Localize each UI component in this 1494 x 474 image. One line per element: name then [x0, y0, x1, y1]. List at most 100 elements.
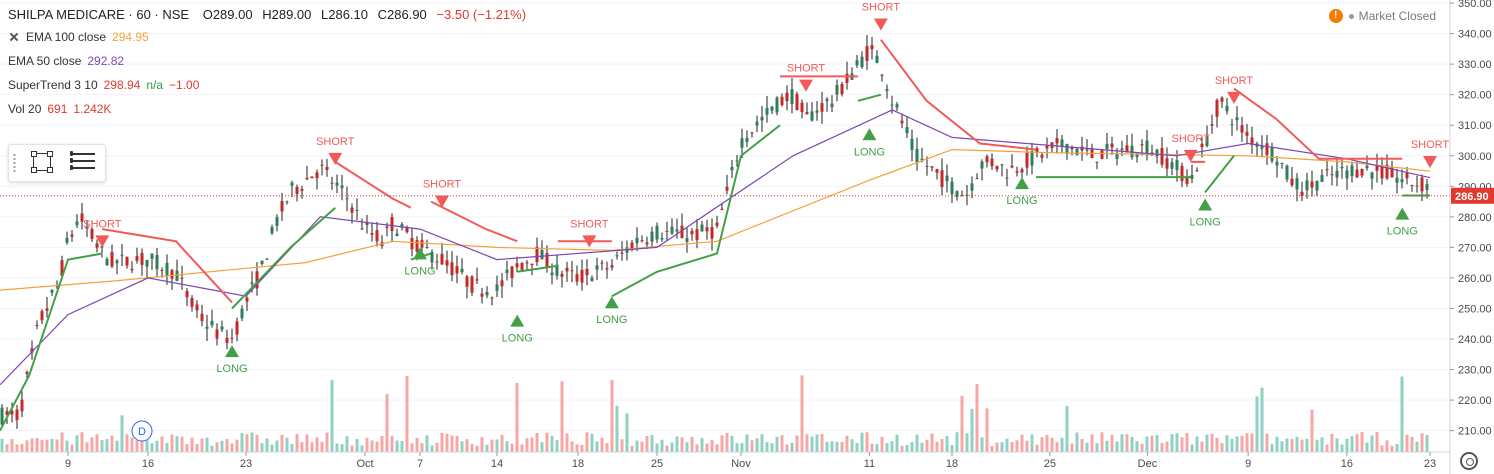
candle-body	[205, 326, 209, 329]
rectangle-tool-icon[interactable]	[31, 151, 53, 173]
candle-body	[460, 268, 464, 273]
indicator-value: 294.95	[112, 30, 149, 44]
volume-bar	[295, 433, 299, 452]
candle-body	[890, 104, 894, 106]
supertrend-up-line	[611, 124, 781, 298]
candle-body	[630, 242, 634, 251]
volume-bar	[480, 437, 484, 452]
time-tick-label: 25	[651, 458, 663, 470]
gear-icon[interactable]	[1460, 452, 1478, 470]
volume-bar	[940, 439, 944, 452]
candle-body	[300, 189, 304, 191]
volume-bar	[880, 436, 884, 452]
volume-bar	[450, 435, 454, 452]
indicator-ema100[interactable]: EMA 100 close 294.95	[8, 25, 532, 49]
candle-body	[40, 311, 44, 321]
candle-body	[1365, 165, 1369, 169]
volume-bar	[1280, 441, 1284, 452]
candle-body	[1200, 143, 1204, 148]
candle-body	[875, 55, 879, 64]
candle-body	[185, 290, 189, 298]
volume-bar	[485, 444, 489, 452]
settings-lines-icon[interactable]	[70, 151, 95, 171]
collapse-icon[interactable]	[8, 31, 20, 43]
indicator-ema50[interactable]: EMA 50 close 292.82	[8, 49, 532, 73]
candle-body	[15, 409, 19, 421]
volume-bar	[430, 445, 434, 452]
long-signal-marker	[1198, 198, 1213, 211]
candle-body	[135, 256, 139, 261]
candle-body	[1175, 160, 1179, 171]
market-status[interactable]: ! Market Closed	[1328, 9, 1436, 23]
volume-bar	[825, 441, 829, 452]
volume-bar	[1270, 444, 1274, 452]
volume-bar	[275, 440, 279, 452]
volume-bar	[50, 439, 54, 452]
volume-bar	[785, 444, 789, 452]
volume-bar	[360, 445, 364, 452]
candle-body	[455, 266, 459, 274]
volume-bar	[150, 443, 154, 452]
volume-bar	[1130, 436, 1134, 452]
indicator-volume[interactable]: Vol 20 691 1.242K	[8, 97, 532, 121]
volume-bar	[645, 436, 649, 452]
volume-bar	[535, 433, 539, 452]
volume-bar	[1245, 433, 1249, 452]
volume-bar	[905, 444, 909, 452]
candle-body	[645, 242, 649, 245]
volume-bar	[820, 434, 824, 452]
candle-body	[1135, 153, 1139, 158]
long-signal-marker	[510, 314, 525, 327]
candle-body	[95, 243, 99, 248]
candle-body	[1350, 165, 1354, 177]
volume-bar	[1020, 434, 1024, 452]
volume-bar	[510, 443, 514, 452]
candle-body	[1330, 174, 1334, 176]
candle-body	[1370, 172, 1374, 179]
candle-body	[1240, 125, 1244, 133]
symbol-name[interactable]: SHILPA MEDICARE · 60 · NSE	[8, 7, 190, 22]
long-signal-label: LONG	[1387, 226, 1418, 238]
candle-body	[1295, 178, 1299, 190]
volume-bar	[765, 442, 769, 452]
volume-bar	[1115, 441, 1119, 452]
candle-body	[1220, 97, 1224, 102]
candle-body	[1360, 169, 1364, 176]
candle-body	[75, 221, 79, 226]
candle-body	[1110, 143, 1114, 148]
volume-bar	[1175, 433, 1179, 452]
drawing-toolbar	[8, 144, 106, 182]
indicator-supertrend[interactable]: SuperTrend 3 10 298.94 n/a −1.00	[8, 73, 532, 97]
short-signal-marker	[1423, 155, 1437, 168]
candle-body	[1265, 143, 1269, 155]
candle-body	[830, 103, 834, 108]
candle-body	[785, 92, 789, 102]
candle-body	[475, 279, 479, 281]
candle-body	[550, 272, 554, 276]
candle-body	[1010, 165, 1014, 168]
candle-body	[70, 234, 74, 237]
candle-body	[325, 166, 329, 170]
candle-body	[840, 83, 844, 95]
volume-bar	[425, 435, 429, 452]
drag-handle-icon[interactable]	[13, 153, 16, 173]
indicator-name: EMA 50 close	[8, 54, 82, 68]
candle-body	[505, 269, 509, 274]
volume-bar	[200, 438, 204, 452]
volume-bar	[1165, 441, 1169, 452]
candle-body	[895, 104, 899, 108]
candle-body	[1035, 148, 1039, 153]
long-signal-marker	[604, 296, 619, 309]
candle-body	[700, 224, 704, 232]
candle-body	[35, 324, 39, 326]
candle-body	[1060, 139, 1064, 147]
candle-body	[1230, 124, 1234, 126]
candle-body	[1155, 149, 1159, 157]
long-signal-marker	[862, 128, 877, 141]
candle-body	[465, 276, 469, 287]
volume-bar	[1380, 445, 1384, 452]
candle-body	[995, 165, 999, 170]
volume-bar	[1265, 433, 1269, 452]
volume-bar	[310, 442, 314, 452]
